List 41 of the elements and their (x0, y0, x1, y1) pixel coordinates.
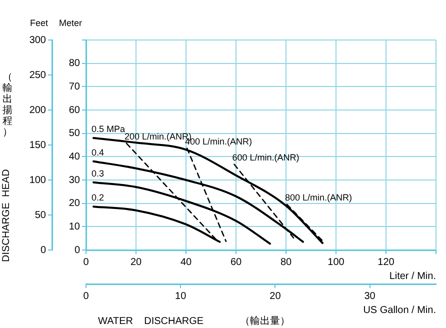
x-tick-label: 100 (328, 256, 345, 268)
x-tick-label: 40 (180, 256, 192, 268)
y2-tick-label: 50 (34, 210, 46, 221)
y2-tick-label: 200 (29, 104, 46, 116)
x-axis-title: Liter / Min. (389, 270, 436, 282)
y-tick-label: 40 (68, 151, 80, 162)
y2-tick-label: 0 (40, 244, 46, 256)
series-label: 0.3 (92, 168, 104, 178)
series-label: 800 L/min.(ANR) (285, 192, 352, 202)
y-tick-label: 10 (68, 221, 80, 232)
y-tick-label: 50 (68, 128, 80, 140)
x-tick-label: 0 (83, 256, 90, 268)
x-tick-label: 120 (378, 256, 395, 268)
y-tick-label: 70 (68, 81, 80, 92)
text: （輸出揚程） (2, 72, 13, 138)
x2-tick-label: 0 (83, 290, 90, 302)
x2-axis-title: US Gallon / Min. (363, 304, 436, 316)
text: WATER DISCHARGE (98, 316, 204, 327)
x-tick-label: 60 (230, 256, 242, 268)
y-axis-title: Meter (58, 18, 82, 28)
series-label: 0.5 MPa (92, 124, 126, 134)
y2-tick-label: 300 (29, 34, 46, 46)
x2-tick-label: 30 (364, 290, 376, 302)
y2-axis-title: Feet (30, 18, 48, 28)
y2-tick-label: 250 (29, 70, 46, 81)
y-tick-label: 0 (74, 244, 80, 256)
y-tick-label: 30 (68, 174, 80, 186)
text: （輸出量） (240, 316, 290, 327)
x-tick-label: 20 (130, 256, 142, 268)
y-tick-label: 60 (68, 104, 80, 116)
series-label: 0.2 (92, 192, 104, 203)
y-tick-label: 80 (68, 58, 80, 70)
text: DISCHARGE HEAD (1, 169, 12, 262)
x2-tick-label: 10 (175, 290, 187, 302)
y-tick-label: 20 (68, 198, 80, 210)
series-label: 600 L/min.(ANR) (232, 152, 300, 162)
y2-tick-label: 150 (29, 140, 46, 151)
series-label: 0.4 (92, 147, 104, 158)
x-tick-label: 80 (280, 256, 292, 268)
x2-tick-label: 20 (270, 290, 282, 302)
y2-tick-label: 100 (29, 174, 46, 186)
